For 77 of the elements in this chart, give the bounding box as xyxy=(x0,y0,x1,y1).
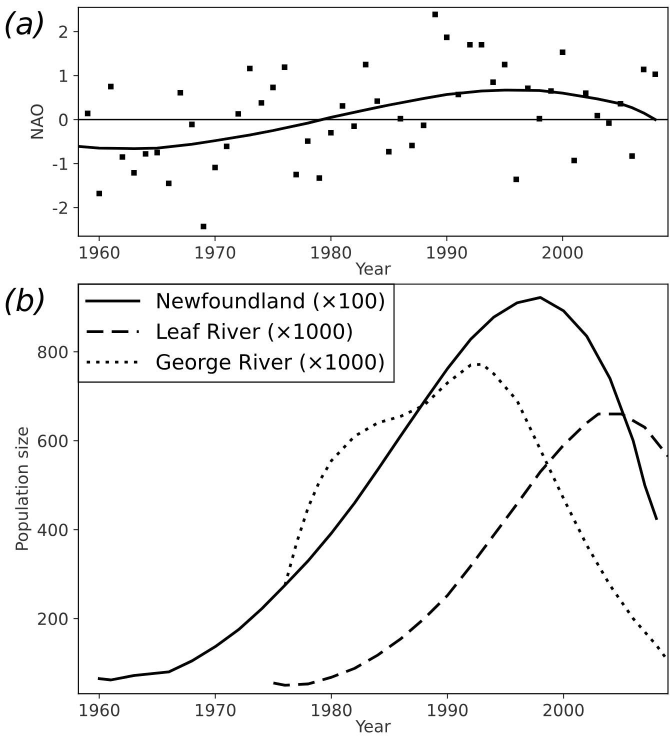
point xyxy=(502,62,508,68)
y-axis-title: Population size xyxy=(15,427,32,550)
point xyxy=(478,42,484,48)
x-tick-label: 1970 xyxy=(196,246,236,259)
point xyxy=(398,116,404,122)
y-tick-label: 600 xyxy=(38,434,68,448)
point xyxy=(560,49,566,56)
legend-label: Leaf River (×1000) xyxy=(158,323,352,342)
point xyxy=(212,164,218,170)
point xyxy=(618,100,624,107)
chart-title: (a) xyxy=(6,11,43,38)
point xyxy=(178,90,184,96)
point xyxy=(224,144,230,150)
point xyxy=(154,150,160,156)
y-tick-label: -2 xyxy=(52,202,67,214)
point xyxy=(629,153,635,159)
x-axis-title: Year xyxy=(356,720,391,732)
point xyxy=(606,120,612,126)
x-tick-label: 1980 xyxy=(312,704,352,716)
point xyxy=(142,151,148,157)
x-axis-title: Year xyxy=(356,262,391,275)
point xyxy=(304,138,311,144)
point xyxy=(270,84,276,90)
y-tick-label: 2 xyxy=(59,26,67,38)
point xyxy=(351,123,357,129)
point xyxy=(247,66,253,72)
point xyxy=(293,172,299,178)
point xyxy=(120,154,126,160)
x-tick-label: 1990 xyxy=(428,704,468,716)
y-tick-label: -1 xyxy=(52,158,68,170)
x-tick-label: 2000 xyxy=(544,704,584,716)
legend-label: George River (×1000) xyxy=(156,354,384,374)
y-tick-label: 200 xyxy=(38,612,68,626)
point xyxy=(131,170,137,176)
point xyxy=(96,190,102,196)
point xyxy=(652,71,658,78)
point xyxy=(444,34,450,40)
x-tick-label: 1970 xyxy=(196,704,236,716)
y-tick-label: 0 xyxy=(59,114,68,126)
point xyxy=(571,158,577,164)
point xyxy=(362,62,368,68)
point xyxy=(467,42,473,48)
x-tick-label: 1990 xyxy=(427,246,467,259)
point xyxy=(490,79,496,85)
point xyxy=(640,66,646,72)
point xyxy=(235,111,242,117)
x-tick-label: 1980 xyxy=(312,246,352,259)
point xyxy=(340,103,346,109)
point xyxy=(200,224,206,230)
point xyxy=(420,122,426,128)
point xyxy=(328,130,334,136)
point xyxy=(282,64,288,70)
point xyxy=(582,90,589,96)
point xyxy=(189,122,195,128)
x-tick-label: 1960 xyxy=(80,704,120,716)
x-tick-label: 1960 xyxy=(80,246,120,259)
point xyxy=(594,112,600,118)
y-tick-label: 800 xyxy=(38,346,68,358)
legend-label: Newfoundland (×100) xyxy=(158,292,384,312)
point xyxy=(432,12,438,18)
point xyxy=(548,88,554,94)
point xyxy=(536,116,542,122)
y-tick-label: 400 xyxy=(38,524,68,536)
point xyxy=(316,175,322,181)
point xyxy=(386,148,392,154)
point xyxy=(166,180,172,186)
y-axis-title: NAO xyxy=(30,104,44,138)
point xyxy=(108,84,114,90)
chart-title: (b) xyxy=(6,288,44,316)
y-tick-label: 1 xyxy=(60,70,68,82)
point xyxy=(84,110,90,116)
x-tick-label: 2000 xyxy=(542,246,583,259)
point xyxy=(258,100,264,106)
point xyxy=(374,98,380,104)
point xyxy=(513,176,520,182)
point xyxy=(409,142,415,148)
point xyxy=(456,92,462,98)
